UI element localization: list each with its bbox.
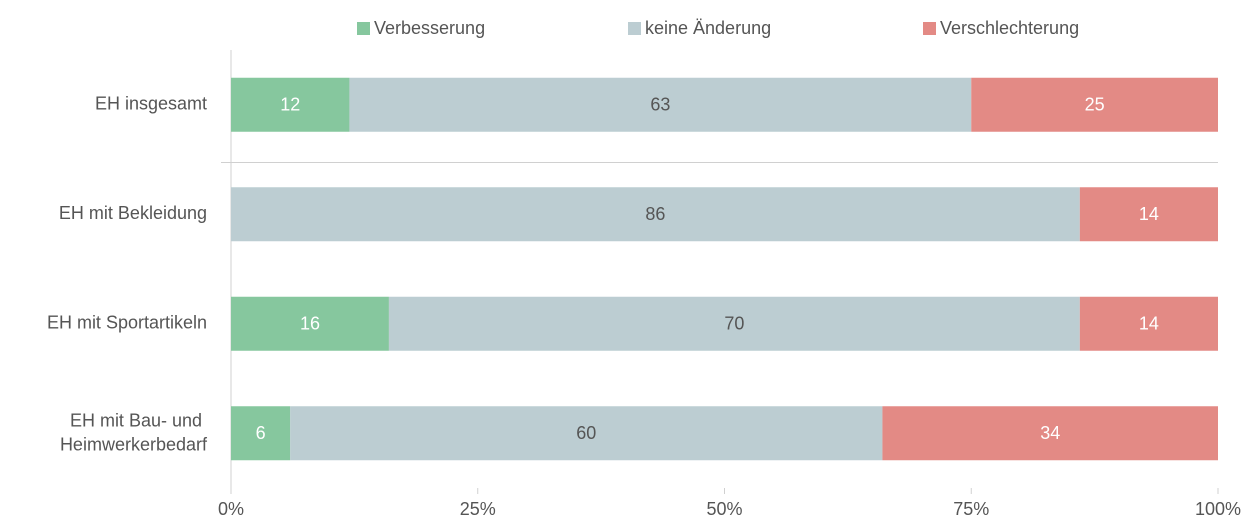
bar-segment bbox=[388, 296, 1080, 351]
bar-segment bbox=[971, 77, 1218, 132]
x-tick-label: 0% bbox=[218, 499, 244, 519]
legend-swatch bbox=[923, 22, 936, 35]
x-tick-label: 75% bbox=[953, 499, 989, 519]
x-tick-label: 100% bbox=[1195, 499, 1241, 519]
bar-segment bbox=[349, 77, 972, 132]
data-label: 14 bbox=[1139, 204, 1159, 224]
legend-swatch bbox=[628, 22, 641, 35]
data-label: 12 bbox=[280, 95, 300, 115]
bar-segment bbox=[1079, 296, 1218, 351]
category-label: EH mit Bau- und Heimwerkerbedarf bbox=[60, 410, 208, 454]
bar-segment bbox=[882, 406, 1218, 461]
bar-segment bbox=[231, 187, 1080, 242]
data-label: 6 bbox=[256, 423, 266, 443]
bar-segment bbox=[1079, 187, 1218, 242]
bar-segment bbox=[290, 406, 883, 461]
data-label: 16 bbox=[300, 314, 320, 334]
legend-label: Verbesserung bbox=[374, 18, 485, 38]
data-label: 25 bbox=[1085, 95, 1105, 115]
category-label: EH mit Sportartikeln bbox=[47, 313, 207, 333]
data-label: 14 bbox=[1139, 314, 1159, 334]
bar-segment bbox=[231, 406, 291, 461]
data-label: 70 bbox=[724, 314, 744, 334]
data-label: 34 bbox=[1040, 423, 1060, 443]
category-label: EH mit Bekleidung bbox=[59, 203, 207, 223]
bar-segment bbox=[231, 77, 350, 132]
x-tick-label: 50% bbox=[706, 499, 742, 519]
legend-label: keine Änderung bbox=[645, 18, 771, 38]
legend-swatch bbox=[357, 22, 370, 35]
category-label: EH insgesamt bbox=[95, 94, 207, 114]
data-label: 60 bbox=[576, 423, 596, 443]
x-tick-label: 25% bbox=[460, 499, 496, 519]
data-label: 86 bbox=[645, 204, 665, 224]
data-label: 63 bbox=[650, 95, 670, 115]
legend-label: Verschlechterung bbox=[940, 18, 1079, 38]
bar-segment bbox=[231, 296, 389, 351]
